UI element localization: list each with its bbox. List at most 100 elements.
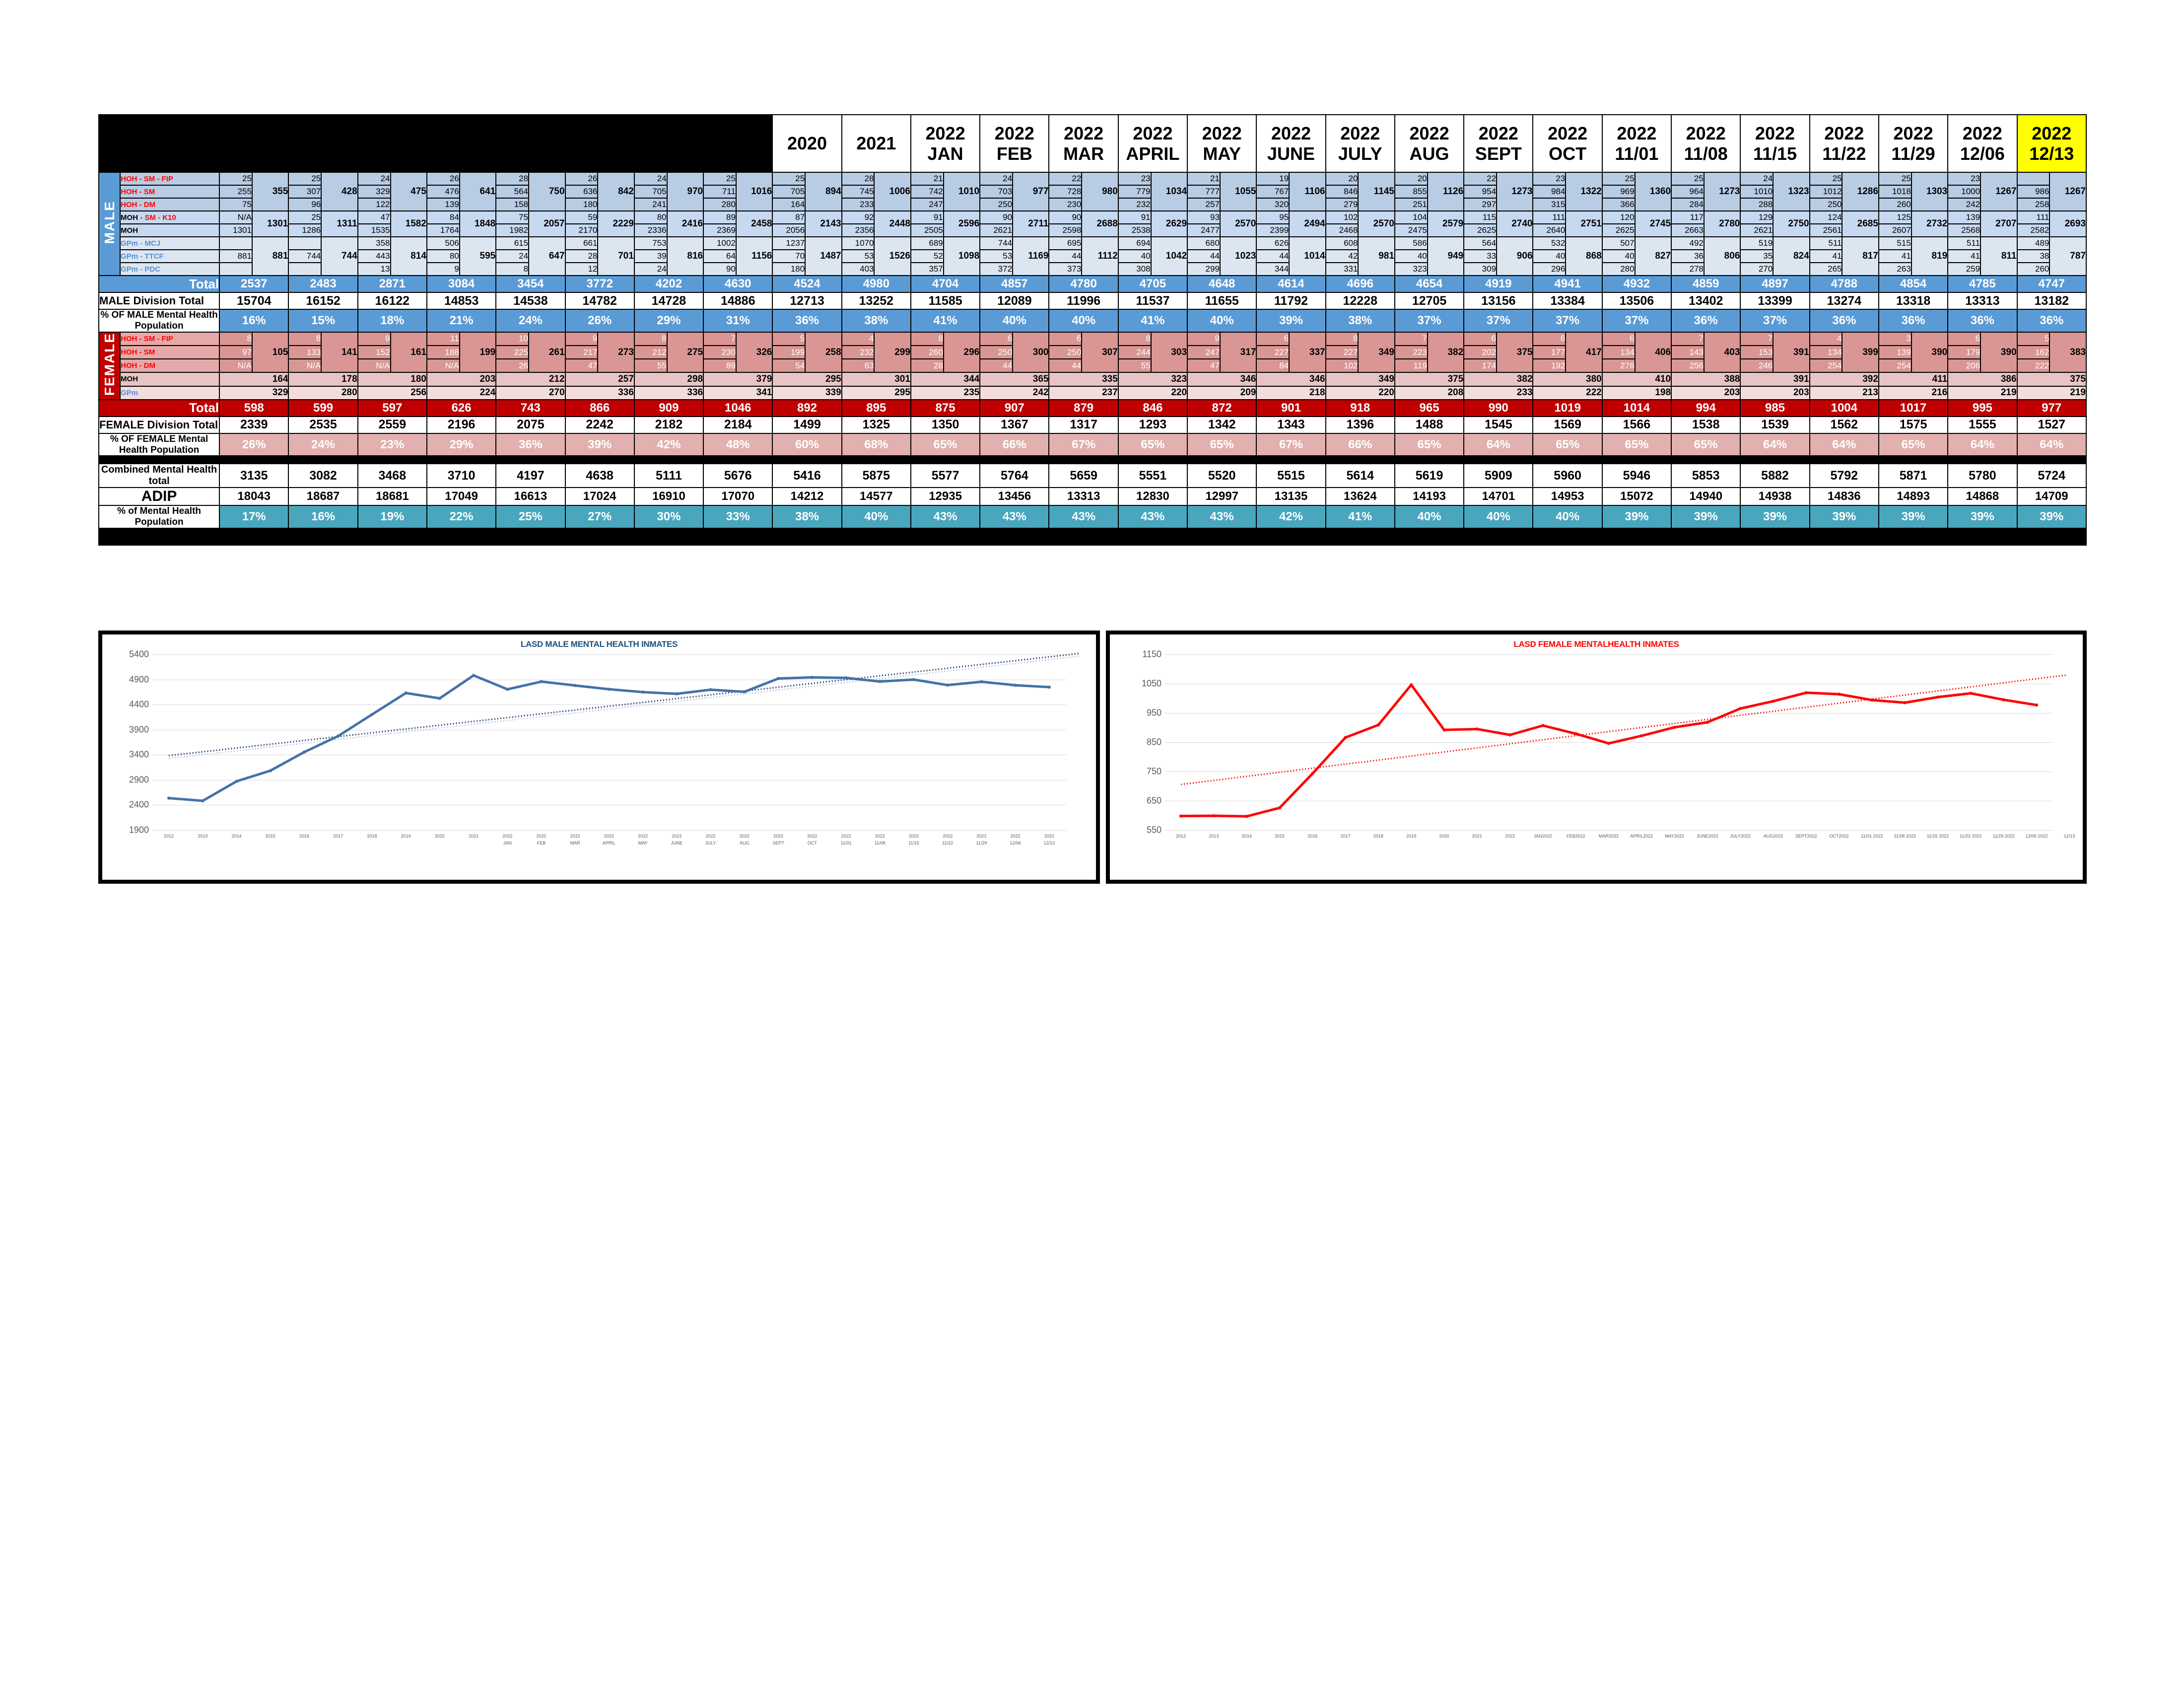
cell-female-hoh-sm-19: 177 bbox=[1532, 345, 1567, 360]
male-total-label: Total bbox=[98, 275, 220, 293]
data-point bbox=[1969, 692, 1973, 695]
cell-total-male-hoh-sm-fip-8: 894 bbox=[805, 172, 842, 211]
cell-male-gpm-ttcf-19: 40 bbox=[1532, 249, 1567, 263]
combined-pct-3: 22% bbox=[426, 505, 497, 529]
cell-male-moh-16: 2468 bbox=[1325, 223, 1359, 237]
cell-female-gpm-13: 220 bbox=[1117, 385, 1188, 400]
cell-male-moh-17: 2475 bbox=[1394, 223, 1428, 237]
data-point bbox=[709, 688, 712, 692]
cell-male-moh-20: 2625 bbox=[1601, 223, 1636, 237]
cell-male-hoh-sm-13: 779 bbox=[1117, 185, 1152, 199]
table-row: MOH 1301 1286 1535 1764 1982 2170 2336 2369 2056 2… bbox=[99, 223, 2086, 237]
cell-male-moh-8: 2056 bbox=[772, 223, 806, 237]
cell-male-hoh-sm-fip-13: 23 bbox=[1117, 172, 1152, 186]
combined-total-3: 3710 bbox=[426, 463, 497, 489]
cell-male-hoh-sm-0: 255 bbox=[219, 185, 253, 199]
combined-total-1: 3082 bbox=[288, 463, 358, 489]
cell-male-moh-sm-k10-9: 92 bbox=[841, 211, 875, 224]
cell-male-gpm-ttcf-26: 38 bbox=[2016, 249, 2050, 263]
combined-pct-13: 43% bbox=[1117, 505, 1188, 529]
female-total-20: 1014 bbox=[1601, 399, 1672, 417]
adip-row: ADIP 18043 18687 18681 17049 16613 17024 16910 1… bbox=[98, 487, 2087, 506]
cell-male-hoh-dm-22: 288 bbox=[1740, 198, 1774, 211]
cell-male-gpm-ttcf-2: 443 bbox=[357, 249, 391, 263]
cell-male-hoh-dm-21: 284 bbox=[1671, 198, 1705, 211]
cell-male-gpm-ttcf-8: 70 bbox=[772, 249, 806, 263]
adip-5: 17024 bbox=[564, 487, 635, 506]
cell-male-gpm-mcj-6: 753 bbox=[633, 236, 668, 250]
cell-total-female-hoh-sm-fip-5: 273 bbox=[597, 331, 635, 373]
y-axis-tick: 4400 bbox=[129, 699, 149, 709]
cell-total-male-gpm-mcj-10: 1098 bbox=[943, 236, 981, 276]
x-axis-tick: 2016 bbox=[299, 834, 310, 839]
cell-total-female-hoh-sm-fip-23: 399 bbox=[1842, 331, 1879, 373]
female-total-14: 872 bbox=[1187, 399, 1257, 417]
cell-male-hoh-dm-26: 258 bbox=[2016, 198, 2050, 211]
combined-pct-4: 25% bbox=[495, 505, 566, 529]
cell-male-gpm-pdc-14: 299 bbox=[1187, 262, 1221, 276]
cell-male-hoh-dm-18: 297 bbox=[1463, 198, 1498, 211]
female-total-22: 985 bbox=[1740, 399, 1810, 417]
cell-total-male-gpm-mcj-15: 1014 bbox=[1289, 236, 1326, 276]
cell-total-female-hoh-sm-fip-10: 296 bbox=[943, 331, 981, 373]
cell-male-hoh-sm-20: 969 bbox=[1601, 185, 1636, 199]
cell-male-moh-9: 2356 bbox=[841, 223, 875, 237]
cell-male-hoh-dm-17: 251 bbox=[1394, 198, 1428, 211]
male-division-15: 11792 bbox=[1256, 292, 1326, 310]
adip-24: 14893 bbox=[1878, 487, 1949, 506]
cell-female-gpm-25: 219 bbox=[1947, 385, 2018, 400]
female-total-19: 1019 bbox=[1532, 399, 1603, 417]
male-total-row: Total 2537 2483 2871 3084 3454 3772 4202 4630 452… bbox=[98, 275, 2087, 293]
cell-total-male-moh-sm-k10-6: 2416 bbox=[666, 211, 704, 237]
cell-total-male-gpm-mcj-17: 949 bbox=[1427, 236, 1465, 276]
y-axis-tick: 550 bbox=[1146, 825, 1161, 835]
y-axis-tick: 3900 bbox=[129, 724, 149, 735]
cell-total-female-hoh-sm-fip-24: 390 bbox=[1911, 331, 1949, 373]
cell-male-gpm-mcj-11: 744 bbox=[979, 236, 1014, 250]
female-pct-7: 48% bbox=[703, 432, 773, 457]
female-division-label: FEMALE Division Total bbox=[98, 416, 220, 434]
female-division-11: 1367 bbox=[979, 416, 1050, 434]
cell-total-male-gpm-mcj-4: 647 bbox=[528, 236, 566, 276]
cell-total-male-moh-sm-k10-22: 2750 bbox=[1773, 211, 1810, 237]
male-division-4: 14538 bbox=[495, 292, 566, 310]
cell-male-gpm-pdc-15: 344 bbox=[1256, 262, 1290, 276]
male-division-25: 13313 bbox=[1947, 292, 2018, 310]
cell-female-hoh-sm-6: 212 bbox=[633, 345, 668, 360]
cell-female-hoh-sm-fip-7: 7 bbox=[703, 331, 737, 346]
cell-male-gpm-ttcf-5: 28 bbox=[564, 249, 599, 263]
data-point bbox=[1870, 698, 1874, 702]
x-axis-tick: 11/29 2022 bbox=[1992, 834, 2015, 839]
cell-male-moh-sm-k10-17: 104 bbox=[1394, 211, 1428, 224]
male-total-7: 4630 bbox=[703, 275, 773, 293]
x-axis-tick: 2022 11/22 bbox=[942, 834, 954, 845]
cell-male-hoh-sm-11: 703 bbox=[979, 185, 1014, 199]
cell-male-gpm-ttcf-22: 35 bbox=[1740, 249, 1774, 263]
female-division-5: 2242 bbox=[564, 416, 635, 434]
combined-total-19: 5960 bbox=[1532, 463, 1603, 489]
cell-total-female-hoh-sm-fip-20: 406 bbox=[1634, 331, 1672, 373]
x-axis-tick: 11/15 2022 bbox=[1926, 834, 1949, 839]
cell-male-gpm-pdc-22: 270 bbox=[1740, 262, 1774, 276]
table-row: GPm - TTCF 881 744 443 80 24 28 39 64 70 53 52 53 44 4… bbox=[99, 249, 2086, 263]
x-axis-tick: 2022 JAN bbox=[502, 834, 513, 845]
cell-total-male-moh-sm-k10-9: 2448 bbox=[874, 211, 911, 237]
cell-male-moh-sm-k10-24: 125 bbox=[1878, 211, 1912, 224]
combined-total-5: 4638 bbox=[564, 463, 635, 489]
combined-pct-9: 40% bbox=[841, 505, 911, 529]
female-total-12: 879 bbox=[1048, 399, 1119, 417]
cell-male-hoh-sm-fip-11: 24 bbox=[979, 172, 1014, 186]
male-division-24: 13318 bbox=[1878, 292, 1949, 310]
cell-total-male-moh-sm-k10-26: 2693 bbox=[2049, 211, 2087, 237]
cell-total-male-hoh-sm-fip-0: 355 bbox=[251, 172, 289, 211]
cell-female-gpm-11: 242 bbox=[979, 385, 1050, 400]
cell-male-moh-2: 1535 bbox=[357, 223, 391, 237]
cell-male-gpm-pdc-2: 13 bbox=[357, 262, 391, 276]
cell-female-hoh-sm-7: 230 bbox=[703, 345, 737, 360]
cell-male-hoh-sm-5: 636 bbox=[564, 185, 599, 199]
x-axis-tick: 11/01 2022 bbox=[1861, 834, 1883, 839]
trendline-1 bbox=[168, 655, 1080, 759]
cell-male-moh-sm-k10-22: 129 bbox=[1740, 211, 1774, 224]
column-header-4: 2022 MAR bbox=[1048, 114, 1119, 173]
male-division-7: 14886 bbox=[703, 292, 773, 310]
